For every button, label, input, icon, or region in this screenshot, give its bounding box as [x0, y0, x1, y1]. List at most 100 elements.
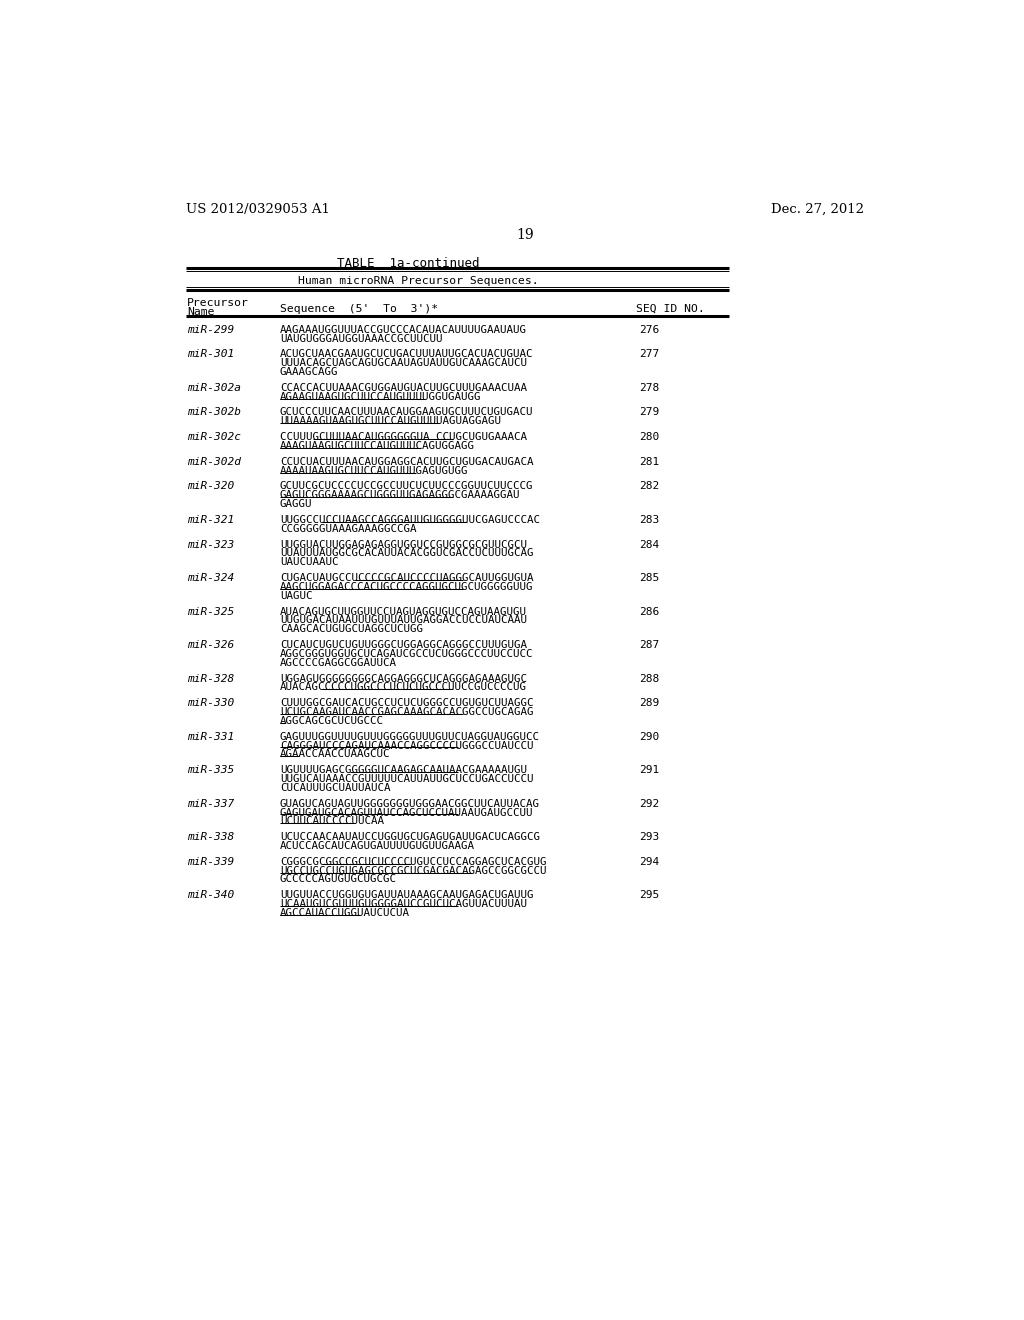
Text: miR-302c: miR-302c — [187, 432, 241, 442]
Text: miR-302b: miR-302b — [187, 408, 241, 417]
Text: CCUUUGCUUUAACAUGGGGGGUA CCUGCUGUGAAACA: CCUUUGCUUUAACAUGGGGGGUA CCUGCUGUGAAACA — [280, 432, 527, 442]
Text: miR-326: miR-326 — [187, 640, 234, 649]
Text: AGCCCCGAGGCGGAUUCA: AGCCCCGAGGCGGAUUCA — [280, 657, 397, 668]
Text: miR-337: miR-337 — [187, 799, 234, 809]
Text: CCUCUACUUUAACAUGGAGGCACUUGCUGUGACAUGACA: CCUCUACUUUAACAUGGAGGCACUUGCUGUGACAUGACA — [280, 457, 534, 467]
Text: miR-302a: miR-302a — [187, 383, 241, 393]
Text: 283: 283 — [640, 515, 659, 525]
Text: Name: Name — [187, 308, 214, 317]
Text: CUCAUCUGUCUGUUGGGCUGGAGGCAGGGCCUUUGUGA: CUCAUCUGUCUGUUGGGCUGGAGGCAGGGCCUUUGUGA — [280, 640, 527, 649]
Text: 281: 281 — [640, 457, 659, 467]
Text: GAGUGAUGCACAGUUAUCCAGCUCCUAUAAUGAUGCCUU: GAGUGAUGCACAGUUAUCCAGCUCCUAUAAUGAUGCCUU — [280, 808, 534, 817]
Text: UAUGUGGGAUGGUAAACCGCUUCUU: UAUGUGGGAUGGUAAACCGCUUCUU — [280, 334, 442, 343]
Text: GAGUUUGGUUUUGUUUGGGGGUUUGUUCUAGGUAUGGUCC: GAGUUUGGUUUUGUUUGGGGGUUUGUUCUAGGUAUGGUCC — [280, 731, 540, 742]
Text: AGAAGUAAGUGCUUCCAUGUUUUGGUGAUGG: AGAAGUAAGUGCUUCCAUGUUUUGGUGAUGG — [280, 392, 481, 401]
Text: UUGUGACAUAAUUUGUUUAUUGAGGACCUCCUAUCAAU: UUGUGACAUAAUUUGUUUAUUGAGGACCUCCUAUCAAU — [280, 615, 527, 626]
Text: UCUCCAACAAUAUCCUGGUGCUGAGUGAUUGACUCAGGCG: UCUCCAACAAUAUCCUGGUGCUGAGUGAUUGACUCAGGCG — [280, 832, 540, 842]
Text: miR-328: miR-328 — [187, 673, 234, 684]
Text: CAGGGAUCCCAGAUCAAACCAGGCCCCUGGGCCUAUCCU: CAGGGAUCCCAGAUCAAACCAGGCCCCUGGGCCUAUCCU — [280, 741, 534, 751]
Text: miR-340: miR-340 — [187, 890, 234, 900]
Text: UUUACAGCUAGCAGUGCAAUAGUAUUGUCAAAGCAUCU: UUUACAGCUAGCAGUGCAAUAGUAUUGUCAAAGCAUCU — [280, 358, 527, 368]
Text: CUUUGGCGAUCACUGCCUCUCUGGGCCUGUGUCUUAGGC: CUUUGGCGAUCACUGCCUCUCUGGGCCUGUGUCUUAGGC — [280, 698, 534, 708]
Text: 280: 280 — [640, 432, 659, 442]
Text: miR-335: miR-335 — [187, 766, 234, 775]
Text: 293: 293 — [640, 832, 659, 842]
Text: Precursor: Precursor — [187, 298, 249, 308]
Text: UUGUCAUAAACCGUUUUUCAUUAUUGCUCCUGACCUCCU: UUGUCAUAAACCGUUUUUCAUUAUUGCUCCUGACCUCCU — [280, 774, 534, 784]
Text: GCUUCGCUCCCCUCCGCCUUCUCUUCCCGGUUCUUCCCG: GCUUCGCUCCCCUCCGCCUUCUCUUCCCGGUUCUUCCCG — [280, 482, 534, 491]
Text: 289: 289 — [640, 698, 659, 708]
Text: miR-331: miR-331 — [187, 731, 234, 742]
Text: AGAACCAACCUAAGCUC: AGAACCAACCUAAGCUC — [280, 750, 390, 759]
Text: UCUGCAAGAUCAACCGAGCAAAGCACACGGCCUGCAGAG: UCUGCAAGAUCAACCGAGCAAAGCACACGGCCUGCAGAG — [280, 708, 534, 717]
Text: miR-301: miR-301 — [187, 350, 234, 359]
Text: Dec. 27, 2012: Dec. 27, 2012 — [771, 203, 864, 216]
Text: UAGUC: UAGUC — [280, 591, 312, 601]
Text: Human microRNA Precursor Sequences.: Human microRNA Precursor Sequences. — [299, 276, 539, 286]
Text: CCACCACUUAAACGUGGAUGUACUUGCUUUGAAACUAA: CCACCACUUAAACGUGGAUGUACUUGCUUUGAAACUAA — [280, 383, 527, 393]
Text: CUGACUAUGCCUCCCCGCAUCCCCUAGGGCAUUGGUGUA: CUGACUAUGCCUCCCCGCAUCCCCUAGGGCAUUGGUGUA — [280, 573, 534, 583]
Text: miR-325: miR-325 — [187, 607, 234, 616]
Text: AGGCGGGUGGUGCUCAGAUCGCCUCUGGGCCCUUCCUCC: AGGCGGGUGGUGCUCAGAUCGCCUCUGGGCCCUUCCUCC — [280, 649, 534, 659]
Text: UAUCUAAUC: UAUCUAAUC — [280, 557, 338, 568]
Text: AUACAGUGCUUGGUUCCUAGUAGGUGUCCAGUAAGUGU: AUACAGUGCUUGGUUCCUAGUAGGUGUCCAGUAAGUGU — [280, 607, 527, 616]
Text: UCUUCAUCCCCUUCAA: UCUUCAUCCCCUUCAA — [280, 816, 384, 826]
Text: 287: 287 — [640, 640, 659, 649]
Text: AGCCAUACCUGGUAUCUCUA: AGCCAUACCUGGUAUCUCUA — [280, 908, 410, 917]
Text: miR-324: miR-324 — [187, 573, 234, 583]
Text: 291: 291 — [640, 766, 659, 775]
Text: AUACAGCCCCCUGGCCCUCUCUGCCCUUCCGUCCCCUG: AUACAGCCCCCUGGCCCUCUCUGCCCUUCCGUCCCCUG — [280, 682, 527, 693]
Text: AAGCUGGAGACCCACUGCCCCAGGUGCUGCUGGGGGUUG: AAGCUGGAGACCCACUGCCCCAGGUGCUGCUGGGGGUUG — [280, 582, 534, 591]
Text: UUGGUACUUGGAGAGAGGUGGUCCGUGGCGCGUUCGCU: UUGGUACUUGGAGAGAGGUGGUCCGUGGCGCGUUCGCU — [280, 540, 527, 549]
Text: miR-330: miR-330 — [187, 698, 234, 708]
Text: AAAGUAAGUGCUUCCAUGUUUCAGUGGAGG: AAAGUAAGUGCUUCCAUGUUUCAGUGGAGG — [280, 441, 475, 451]
Text: 282: 282 — [640, 482, 659, 491]
Text: CAAGCACUGUGCUAGGCUCUGG: CAAGCACUGUGCUAGGCUCUGG — [280, 624, 423, 634]
Text: AAGAAAUGGUUUACCGUCCCACAUACAUUUUGAAUAUG: AAGAAAUGGUUUACCGUCCCACAUACAUUUUGAAUAUG — [280, 325, 527, 335]
Text: UGUUUUGAGCGGGGGUCAAGAGCAAUAACGAAAAAUGU: UGUUUUGAGCGGGGGUCAAGAGCAAUAACGAAAAAUGU — [280, 766, 527, 775]
Text: SEQ ID NO.: SEQ ID NO. — [636, 304, 705, 314]
Text: 285: 285 — [640, 573, 659, 583]
Text: miR-339: miR-339 — [187, 857, 234, 867]
Text: UUAUUUAUGGCGCACAUUACACGGUCGACCUCUUUGCAG: UUAUUUAUGGCGCACAUUACACGGUCGACCUCUUUGCAG — [280, 548, 534, 558]
Text: AAAAUAAGUGCUUCCAUGUUUGAGUGUGG: AAAAUAAGUGCUUCCAUGUUUGAGUGUGG — [280, 466, 468, 475]
Text: UCAAUGUCGUUUGUGGGGAUCCGUCUCAGUUACUUUAU: UCAAUGUCGUUUGUGGGGAUCCGUCUCAGUUACUUUAU — [280, 899, 527, 909]
Text: UUAAAAGUAAGUGCUUCCAUGUUUUAGUAGGAGU: UUAAAAGUAAGUGCUUCCAUGUUUUAGUAGGAGU — [280, 416, 501, 426]
Text: UUGUUACCUGGUGUGAUUAUAAAGCAAUGAGACUGAUUG: UUGUUACCUGGUGUGAUUAUAAAGCAAUGAGACUGAUUG — [280, 890, 534, 900]
Text: GCUCCCUUCAACUUUAACAUGGAAGUGCUUUCUGUGACU: GCUCCCUUCAACUUUAACAUGGAAGUGCUUUCUGUGACU — [280, 408, 534, 417]
Text: UGGAGUGGGGGGGGCAGGAGGGCUCAGGGAGAAAGUGC: UGGAGUGGGGGGGGCAGGAGGGCUCAGGGAGAAAGUGC — [280, 673, 527, 684]
Text: 278: 278 — [640, 383, 659, 393]
Text: UUGGCCUCCUAAGCCAGGGAUUGUGGGGUUCGAGUCCCAC: UUGGCCUCCUAAGCCAGGGAUUGUGGGGUUCGAGUCCCAC — [280, 515, 540, 525]
Text: Sequence  (5'  To  3')*: Sequence (5' To 3')* — [280, 304, 438, 314]
Text: GAAAGCAGG: GAAAGCAGG — [280, 367, 338, 378]
Text: miR-320: miR-320 — [187, 482, 234, 491]
Text: 288: 288 — [640, 673, 659, 684]
Text: AGGCAGCGCUCUGCCC: AGGCAGCGCUCUGCCC — [280, 715, 384, 726]
Text: miR-321: miR-321 — [187, 515, 234, 525]
Text: GAGUCGGGAAAAGCUGGGUUGAGAGGGCGAAAAGGAU: GAGUCGGGAAAAGCUGGGUUGAGAGGGCGAAAAGGAU — [280, 490, 520, 500]
Text: US 2012/0329053 A1: US 2012/0329053 A1 — [186, 203, 330, 216]
Text: CGGGCGCGGCCGCUCUCCCCUGUCCUCCAGGAGCUCACGUG: CGGGCGCGGCCGCUCUCCCCUGUCCUCCAGGAGCUCACGU… — [280, 857, 547, 867]
Text: 295: 295 — [640, 890, 659, 900]
Text: UGCCUGCCUGUGAGCGCCGCUCGACGACAGAGCCGGCGCCU: UGCCUGCCUGUGAGCGCCGCUCGACGACAGAGCCGGCGCC… — [280, 866, 547, 875]
Text: 19: 19 — [516, 227, 534, 242]
Text: 294: 294 — [640, 857, 659, 867]
Text: 290: 290 — [640, 731, 659, 742]
Text: 292: 292 — [640, 799, 659, 809]
Text: 284: 284 — [640, 540, 659, 549]
Text: TABLE  1a-continued: TABLE 1a-continued — [337, 257, 480, 271]
Text: GUAGUCAGUAGUUGGGGGGGUGGGAACGGCUUCAUUACAG: GUAGUCAGUAGUUGGGGGGGUGGGAACGGCUUCAUUACAG — [280, 799, 540, 809]
Text: miR-302d: miR-302d — [187, 457, 241, 467]
Text: CCGGGGGUAAAGAAAGGCCGA: CCGGGGGUAAAGAAAGGCCGA — [280, 524, 417, 533]
Text: 277: 277 — [640, 350, 659, 359]
Text: miR-323: miR-323 — [187, 540, 234, 549]
Text: GCCCCCAGUGUGCUGCGC: GCCCCCAGUGUGCUGCGC — [280, 875, 397, 884]
Text: ACUGCUAACGAAUGCUCUGACUUUAUUGCACUACUGUAC: ACUGCUAACGAAUGCUCUGACUUUAUUGCACUACUGUAC — [280, 350, 534, 359]
Text: miR-299: miR-299 — [187, 325, 234, 335]
Text: CUCAUUUGCUAUUAUCA: CUCAUUUGCUAUUAUCA — [280, 783, 390, 793]
Text: 286: 286 — [640, 607, 659, 616]
Text: ACUCCAGCAUCAGUGAUUUUGUGUUGAAGA: ACUCCAGCAUCAGUGAUUUUGUGUUGAAGA — [280, 841, 475, 851]
Text: miR-338: miR-338 — [187, 832, 234, 842]
Text: 279: 279 — [640, 408, 659, 417]
Text: 276: 276 — [640, 325, 659, 335]
